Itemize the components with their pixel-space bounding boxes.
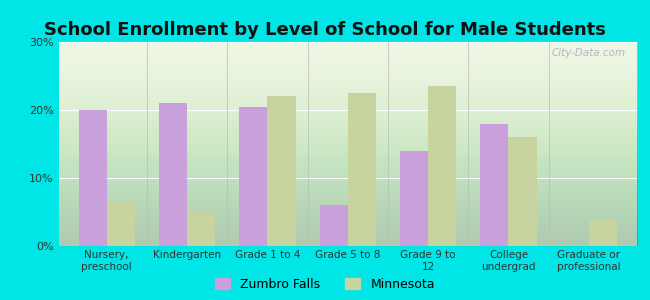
Bar — [508, 137, 536, 246]
Bar — [187, 212, 215, 246]
Bar — [320, 205, 348, 246]
Text: City-Data.com: City-Data.com — [551, 48, 625, 58]
Bar — [400, 151, 428, 246]
Bar — [239, 106, 267, 246]
Bar — [428, 86, 456, 246]
Bar — [159, 103, 187, 246]
Bar — [348, 93, 376, 246]
Bar — [79, 110, 107, 246]
Bar — [480, 124, 508, 246]
Bar — [267, 96, 296, 246]
Legend: Zumbro Falls, Minnesota: Zumbro Falls, Minnesota — [215, 278, 435, 291]
Text: School Enrollment by Level of School for Male Students: School Enrollment by Level of School for… — [44, 21, 606, 39]
Bar — [589, 219, 617, 246]
Bar — [107, 202, 135, 246]
